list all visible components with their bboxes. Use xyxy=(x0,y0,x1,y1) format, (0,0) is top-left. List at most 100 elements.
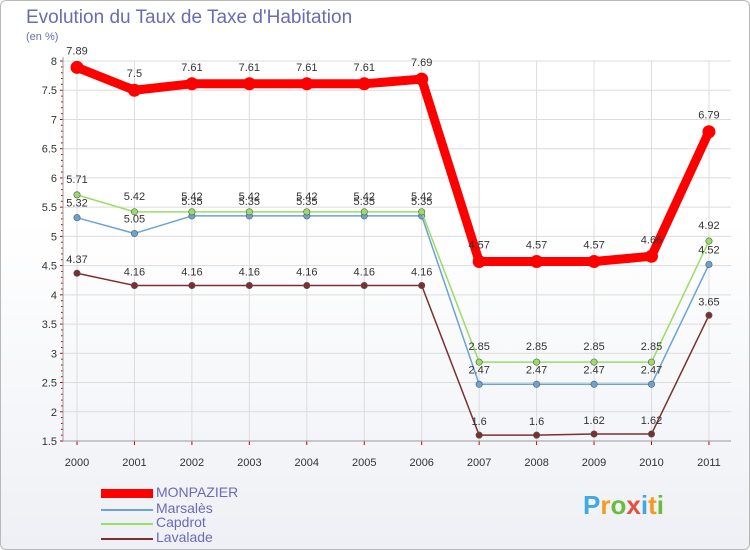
logo-letter: x xyxy=(626,490,641,520)
data-label: 4.37 xyxy=(66,254,87,266)
data-point xyxy=(73,214,81,222)
y-tick-label: 6.5 xyxy=(42,144,57,156)
logo-letter: t xyxy=(648,490,657,520)
data-point xyxy=(475,358,483,366)
data-label: 5.42 xyxy=(239,191,260,203)
data-label: 5.35 xyxy=(296,196,317,208)
x-tick-label: 2003 xyxy=(237,457,261,469)
data-label: 2.47 xyxy=(526,364,547,376)
legend-label-monpazier: MONPAZIER xyxy=(156,484,239,500)
series-line-1 xyxy=(76,215,710,386)
data-point xyxy=(475,380,483,388)
y-tick-label: 7 xyxy=(51,114,57,126)
legend-label-marsales: Marsalès xyxy=(156,500,213,516)
x-tick-label: 2007 xyxy=(467,457,491,469)
data-point xyxy=(303,281,311,289)
data-label: 7.61 xyxy=(296,62,317,74)
data-label: 2.47 xyxy=(641,364,662,376)
legend-item-lavalade[interactable]: Lavalade xyxy=(101,529,361,548)
data-label: 2.47 xyxy=(583,364,604,376)
x-tick-label: 2011 xyxy=(697,457,721,469)
data-point xyxy=(475,431,483,439)
data-point xyxy=(130,229,138,237)
data-point xyxy=(647,430,655,438)
axes: 1.5 2 2.5 3 3.5 4 4.5 5 5.5 6 6.5 7 7.5 8 2000 2001 2002… xyxy=(42,56,731,469)
data-point xyxy=(357,77,371,91)
logo-letter: i xyxy=(640,490,649,520)
data-point xyxy=(245,281,253,289)
y-tick-label: 3 xyxy=(51,348,57,360)
data-point xyxy=(587,255,601,269)
y-tick-label: 5.5 xyxy=(42,202,57,214)
data-point xyxy=(303,208,311,216)
data-label: 5.42 xyxy=(124,191,145,203)
data-point xyxy=(70,60,84,74)
y-tick-label: 2.5 xyxy=(42,378,57,390)
y-tick-label: 8 xyxy=(51,56,57,68)
y-tick-label: 4 xyxy=(51,290,57,302)
data-label: 5.35 xyxy=(354,196,375,208)
legend-item-marsales[interactable]: Marsalès xyxy=(101,500,361,519)
data-point xyxy=(418,281,426,289)
series-line-2 xyxy=(76,194,710,363)
data-point xyxy=(472,255,486,269)
logo-letter: r xyxy=(600,490,611,520)
data-label: 4.57 xyxy=(583,240,604,252)
data-point xyxy=(705,260,713,268)
data-label: 4.57 xyxy=(468,240,489,252)
data-label: 7.61 xyxy=(239,62,260,74)
data-point xyxy=(645,249,658,263)
logo-letter: o xyxy=(610,490,627,520)
data-label: 4.92 xyxy=(698,220,719,232)
data-point xyxy=(590,380,598,388)
data-label: 1.6 xyxy=(529,416,544,428)
data-point xyxy=(127,83,141,97)
data-point xyxy=(418,208,426,216)
data-label: 5.35 xyxy=(239,196,260,208)
data-label: 2.85 xyxy=(526,341,547,353)
data-point xyxy=(533,431,541,439)
data-point xyxy=(130,208,138,216)
data-point xyxy=(242,77,256,91)
x-tick-label: 2002 xyxy=(180,457,204,469)
proxiti-logo: Proxiti xyxy=(583,490,664,521)
legend-label-capdrot: Capdrot xyxy=(156,514,206,530)
data-label: 7.89 xyxy=(66,45,87,57)
data-point xyxy=(705,237,713,245)
y-tick-label: 1.5 xyxy=(42,436,57,448)
data-label: 5.35 xyxy=(411,196,432,208)
data-label: 2.47 xyxy=(468,364,489,376)
data-point xyxy=(590,430,598,438)
legend-label-lavalade: Lavalade xyxy=(156,529,213,545)
data-point xyxy=(73,269,81,277)
data-point xyxy=(702,125,716,139)
y-tick-label: 2 xyxy=(51,407,57,419)
data-point xyxy=(533,358,541,366)
legend-item-monpazier[interactable]: MONPAZIER xyxy=(101,484,361,503)
data-label: 2.85 xyxy=(468,341,489,353)
series-line-0 xyxy=(72,62,714,267)
data-point xyxy=(300,77,314,91)
data-label: 1.62 xyxy=(641,415,662,427)
data-label: 5.32 xyxy=(66,198,87,210)
logo-letter: i xyxy=(656,490,664,520)
data-label: 4.16 xyxy=(239,266,260,278)
data-point xyxy=(590,358,598,366)
data-point xyxy=(73,191,81,199)
data-point xyxy=(705,311,713,319)
data-label: 3.65 xyxy=(698,296,719,308)
legend-item-capdrot[interactable]: Capdrot xyxy=(101,514,361,533)
data-label: 5.71 xyxy=(66,174,87,186)
data-label: 1.6 xyxy=(472,416,487,428)
data-labels-layer: 7.89 7.5 7.61 7.61 7.61 7.61 7.69 4.57 4.57 4.57 4… xyxy=(66,45,719,428)
data-point xyxy=(185,77,199,91)
data-label: 4.16 xyxy=(354,266,375,278)
data-point xyxy=(188,281,196,289)
data-point xyxy=(188,208,196,216)
data-label: 5.42 xyxy=(181,191,202,203)
data-point xyxy=(415,72,429,86)
data-label: 7.69 xyxy=(411,57,432,69)
chart-subtitle: (en %) xyxy=(26,31,59,43)
logo-letter: P xyxy=(583,490,601,520)
series-line-3 xyxy=(76,272,710,436)
